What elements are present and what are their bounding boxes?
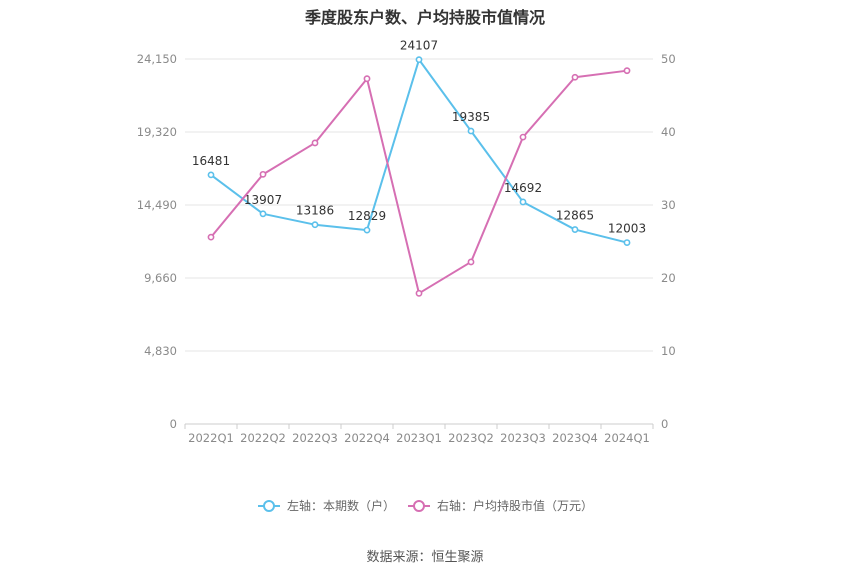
y-left-tick-label: 9,660 (144, 271, 177, 285)
data-point-left (207, 171, 215, 179)
y-left-tick-label: 19,320 (137, 125, 177, 139)
data-label: 13186 (296, 204, 334, 218)
y-left-tick-label: 4,830 (144, 344, 177, 358)
data-point-right (623, 67, 631, 75)
data-point-left (415, 56, 423, 64)
y-right-tick-label: 40 (661, 125, 676, 139)
y-left-tick-label: 24,150 (137, 52, 177, 66)
x-tick-label: 2022Q3 (292, 431, 338, 445)
y-right-tick-label: 30 (661, 198, 676, 212)
data-point-right (519, 133, 527, 141)
legend[interactable]: 左轴：本期数（户） 右轴：户均持股市值（万元） (258, 498, 593, 513)
x-tick-label: 2024Q1 (604, 431, 650, 445)
legend-item-left[interactable]: 左轴：本期数（户） (258, 498, 395, 513)
y-left-tick-label: 0 (170, 417, 177, 431)
data-label: 12865 (556, 209, 594, 223)
data-point-right (207, 233, 215, 241)
y-left-tick-label: 14,490 (137, 198, 177, 212)
data-label: 24107 (400, 39, 438, 53)
chart-title: 季度股东户数、户均持股市值情况 (304, 8, 545, 27)
x-tick-label: 2022Q2 (240, 431, 286, 445)
axes: 0 4,830 9,660 14,490 19,320 24,150 0 10 20 30 40 50… (137, 52, 676, 445)
x-tick-label: 2023Q2 (448, 431, 494, 445)
data-point-right (415, 289, 423, 297)
y-right-tick-label: 20 (661, 271, 676, 285)
data-point-right (311, 139, 319, 147)
data-point-left (467, 127, 475, 135)
x-tick-label: 2022Q1 (188, 431, 234, 445)
x-tick-label: 2022Q4 (344, 431, 390, 445)
data-label: 13907 (244, 193, 282, 207)
y-right-tick-label: 0 (661, 417, 668, 431)
legend-marker-icon (413, 500, 425, 512)
data-point-left (571, 226, 579, 233)
data-point-right (259, 170, 267, 178)
x-tick-label: 2023Q4 (552, 431, 598, 445)
legend-label: 左轴：本期数（户） (287, 498, 395, 513)
data-point-left (311, 221, 319, 229)
data-point-left (623, 239, 631, 246)
y-right-tick-label: 50 (661, 52, 676, 66)
legend-item-right[interactable]: 右轴：户均持股市值（万元） (408, 498, 593, 513)
y-right-tick-label: 10 (661, 344, 676, 358)
data-point-left (363, 226, 371, 234)
grid-lines (185, 58, 653, 425)
data-label: 12829 (348, 209, 386, 223)
x-tick-label: 2023Q1 (396, 431, 442, 445)
source-note: 数据来源：恒生聚源 (366, 550, 484, 565)
data-point-left (519, 198, 527, 206)
series-layer: 16481 13907 13186 12829 24107 19385 14692 12865… (192, 39, 646, 297)
data-label: 14692 (504, 181, 542, 195)
data-point-right (467, 258, 475, 266)
legend-label: 右轴：户均持股市值（万元） (437, 498, 593, 513)
series-line-right (210, 69, 628, 295)
data-label: 12003 (608, 222, 646, 236)
data-label: 19385 (452, 110, 490, 124)
data-point-right (571, 73, 579, 81)
data-label: 16481 (192, 154, 230, 168)
x-tick-label: 2023Q3 (500, 431, 546, 445)
data-point-left (259, 210, 267, 218)
data-point-right (363, 75, 371, 83)
legend-marker-icon (263, 500, 275, 512)
